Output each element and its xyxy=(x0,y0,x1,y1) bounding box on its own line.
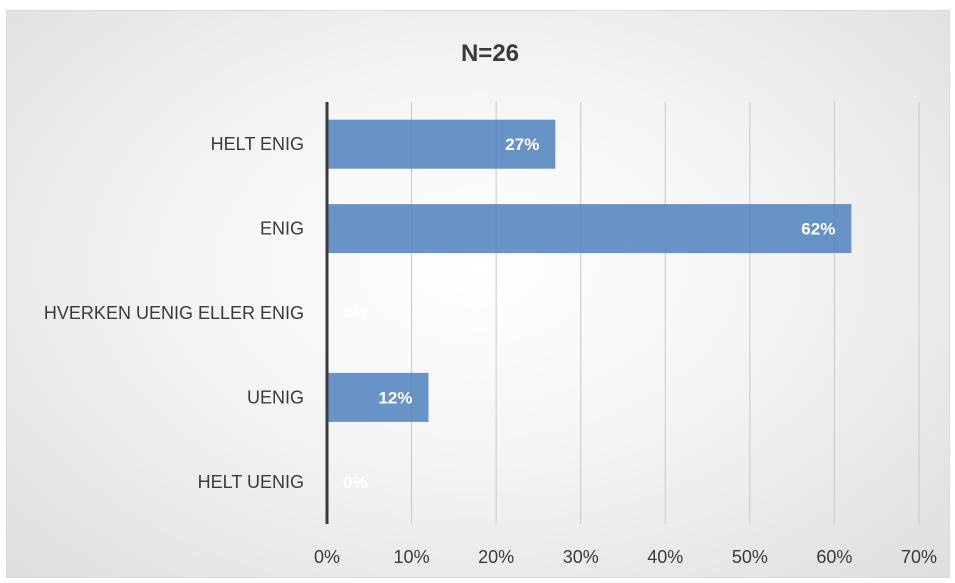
x-tick-label-0: 0% xyxy=(314,547,340,567)
x-tick-label-6: 60% xyxy=(816,547,852,567)
category-labels: HELT ENIG ENIG HVERKEN UENIG ELLER ENIG UEN… xyxy=(44,134,304,492)
x-tick-label-7: 70% xyxy=(901,547,937,567)
bar-1 xyxy=(327,204,852,254)
x-tick-labels: 0% 10% 20% 30% 40% 50% 60% 70% xyxy=(314,547,937,567)
gridlines xyxy=(411,102,920,524)
x-tick-label-2: 20% xyxy=(478,547,514,567)
data-label-0: 27% xyxy=(505,135,539,154)
chart-frame xyxy=(6,10,950,578)
data-label-1: 62% xyxy=(801,220,835,239)
chart-title: N=26 xyxy=(461,40,519,67)
x-tick-label-1: 10% xyxy=(394,547,430,567)
x-tick-label-5: 50% xyxy=(732,547,768,567)
category-label-2: HVERKEN UENIG ELLER ENIG xyxy=(44,303,304,323)
x-tick-label-4: 40% xyxy=(647,547,683,567)
category-label-0: HELT ENIG xyxy=(211,134,304,154)
data-labels: 27% 62% 0% 12% 0% xyxy=(343,135,835,492)
category-label-4: HELT UENIG xyxy=(198,472,304,492)
bars xyxy=(327,119,852,422)
x-tick-label-3: 30% xyxy=(563,547,599,567)
bar-0 xyxy=(327,119,556,169)
category-label-1: ENIG xyxy=(260,219,304,239)
data-label-4: 0% xyxy=(343,473,368,492)
data-label-2: 0% xyxy=(343,304,368,323)
category-label-3: UENIG xyxy=(247,387,304,407)
data-label-3: 12% xyxy=(378,388,412,407)
bar-3 xyxy=(327,372,429,422)
